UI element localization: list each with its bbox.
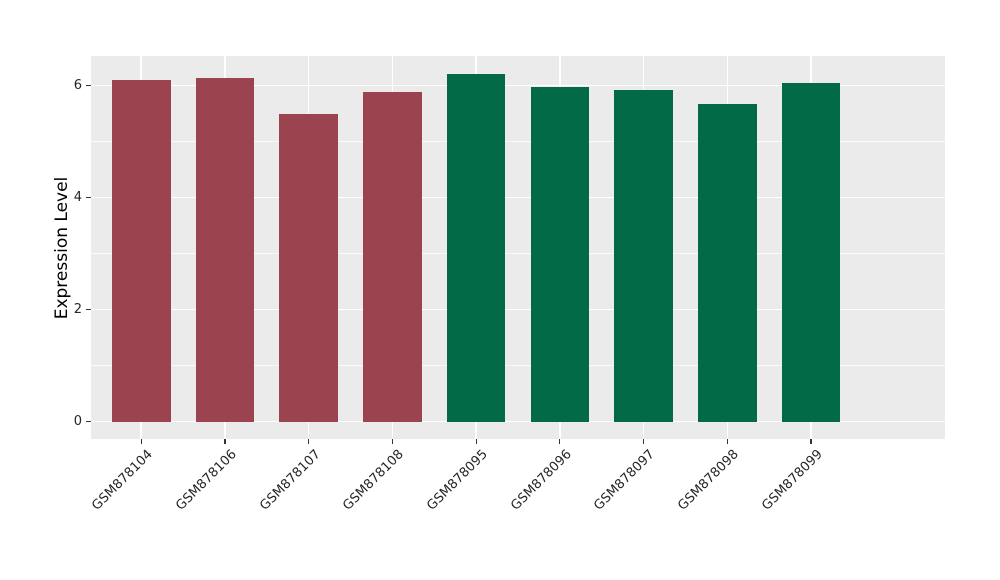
x-tick-mark [642,439,645,444]
x-tick-label: GSM878108 [340,447,408,514]
y-tick-label: 6 [73,77,82,93]
gridline-minor [91,253,945,255]
y-tick-label: 4 [73,189,82,205]
bar-GSM878106 [195,78,255,422]
bar-GSM878097 [614,89,673,422]
x-tick-label: GSM878096 [507,447,575,514]
x-tick-label: GSM878095 [424,447,491,514]
bar-GSM878104 [111,80,171,422]
bar-GSM878095 [446,73,506,422]
y-tick-label: 2 [73,301,82,317]
y-tick-mark [85,421,91,423]
x-tick-mark [224,439,226,444]
chart-panel [91,56,945,439]
x-tick-label: GSM878107 [256,447,324,514]
x-tick-mark [475,439,477,444]
y-tick-mark [85,85,91,87]
x-tick-label: GSM878104 [89,447,156,514]
y-tick-mark [85,197,91,199]
gridline-major [91,196,945,199]
bar-GSM878099 [781,82,841,422]
gridline-minor [91,141,945,143]
x-tick-label: GSM878097 [591,447,659,514]
y-tick-label: 0 [73,413,82,429]
bar-GSM878107 [279,114,338,422]
x-tick-mark [559,439,561,444]
x-tick-label: GSM878099 [759,447,826,514]
bar-GSM878098 [698,103,757,422]
gridline-major [91,84,945,87]
x-tick-mark [810,439,812,444]
x-tick-mark [308,439,310,444]
gridline-major [91,308,945,311]
bar-GSM878096 [530,87,590,422]
gridline-minor [91,365,945,367]
x-tick-mark [391,439,393,444]
x-tick-mark [140,439,142,444]
x-tick-label: GSM878098 [675,447,742,514]
x-tick-mark [726,439,728,444]
gridline-major [91,420,945,423]
x-tick-label: GSM878106 [172,447,240,514]
bar-GSM878108 [363,91,422,422]
y-tick-mark [85,309,91,311]
